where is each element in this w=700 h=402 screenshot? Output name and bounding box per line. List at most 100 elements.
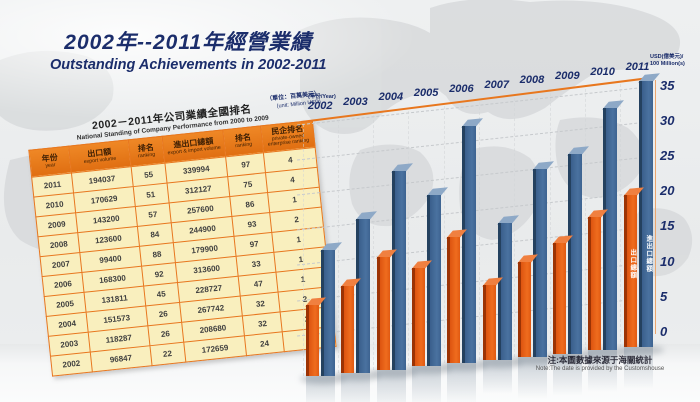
bar-front-face xyxy=(462,126,477,364)
table-cell: 24 xyxy=(244,331,285,356)
performance-table: 年份 year 出口額 export volume 排名 ranking 進出口總額 expo… xyxy=(28,120,336,377)
bar-total-2009 xyxy=(567,146,590,354)
bar-front-face xyxy=(447,236,461,364)
performance-table-body: 年份 year 出口額 export volume 排名 ranking 進出口總額 expo… xyxy=(28,120,336,376)
bar-reflection xyxy=(376,369,406,402)
bar-group-shadow xyxy=(300,374,346,384)
bar-total-2011 xyxy=(637,72,660,348)
bar-front-face xyxy=(497,223,512,360)
year-label: 2006 xyxy=(449,82,474,95)
bar-front-face xyxy=(623,195,637,348)
bar-export-2002 xyxy=(305,297,326,376)
source-note-zh: 注:本圖數據來源于海關統計 xyxy=(547,355,653,365)
value-axis-unit-line2: 100 Million(s) xyxy=(650,60,685,67)
value-tick-label: 15 xyxy=(660,218,675,234)
bar-group-shadow xyxy=(582,348,629,359)
chart-vertical-gridline xyxy=(408,110,410,367)
bar-export-2005 xyxy=(410,259,432,367)
bar-export-2011 xyxy=(622,187,644,348)
value-tick-label: 10 xyxy=(660,253,675,269)
bar-front-face xyxy=(391,170,406,370)
bar-export-2006 xyxy=(446,228,468,364)
bar-reflection xyxy=(553,353,583,396)
value-tick-label: 30 xyxy=(660,112,675,128)
bar-reflection xyxy=(588,350,618,393)
year-label: 2005 xyxy=(413,87,439,100)
bar-total-2006 xyxy=(461,118,484,364)
chart-vertical-gridline xyxy=(584,88,586,351)
page-title-en: Outstanding Achievements in 2002-2011 xyxy=(50,57,327,73)
table-header-cell: 年份 year xyxy=(28,145,72,177)
bar-export-2007 xyxy=(481,277,503,360)
year-label: 2009 xyxy=(555,69,580,82)
page-title: 2002年--2011年經營業績 Outstanding Achievement… xyxy=(50,26,326,73)
chart-vertical-gridline xyxy=(443,106,445,364)
chart-vertical-gridline xyxy=(373,115,375,370)
table-cell: 22 xyxy=(149,341,186,366)
bar-reflection xyxy=(623,347,653,390)
bar-front-face xyxy=(411,267,425,367)
bar-export-2004 xyxy=(375,249,397,370)
bar-total-2008 xyxy=(531,161,554,357)
year-label: 2002 xyxy=(308,100,333,112)
total-series-label: 進出口總額 xyxy=(644,235,652,273)
value-tick-label: 5 xyxy=(660,288,668,304)
bar-group-shadow xyxy=(405,364,452,375)
bar-total-2004 xyxy=(390,162,413,370)
value-tick-label: 20 xyxy=(660,183,675,199)
bar-front-face xyxy=(321,249,335,376)
bar-total-2003 xyxy=(355,211,378,373)
bar-reflection xyxy=(517,356,547,399)
bar-group-shadow xyxy=(476,358,523,368)
bar-reflection xyxy=(482,360,512,395)
bar-reflection xyxy=(306,376,335,402)
source-note-en: Note:The date is provided by the Customs… xyxy=(535,366,665,373)
export-series-label: 出口總額 xyxy=(628,249,636,280)
bar-front-face xyxy=(482,284,496,360)
bar-front-face xyxy=(568,154,583,354)
value-tick-label: 25 xyxy=(660,148,675,163)
chart-vertical-gridline xyxy=(620,84,622,348)
value-axis-unit-line1: USD(億美元)/ xyxy=(650,54,684,60)
source-note: 注:本圖數據來源于海關統計 Note:The date is provided … xyxy=(500,355,700,374)
bar-total-2007 xyxy=(496,215,519,360)
year-label: 2011 xyxy=(625,61,650,74)
bar-export-2008 xyxy=(516,254,538,357)
bar-group-shadow xyxy=(547,351,594,362)
chart-vertical-gridline xyxy=(479,102,480,360)
year-axis-caption: (年份/Year) xyxy=(308,94,336,100)
chart-vertical-gridline xyxy=(549,93,551,354)
year-label: 2007 xyxy=(484,78,509,91)
bar-group-shadow xyxy=(511,354,558,365)
bar-export-2003 xyxy=(340,278,362,373)
bar-front-face xyxy=(638,80,653,348)
bar-front-face xyxy=(517,261,531,357)
value-axis-line xyxy=(655,80,656,334)
year-label: 2010 xyxy=(590,65,615,78)
table-cell: 2002 xyxy=(50,351,93,376)
bar-group-shadow xyxy=(335,370,382,381)
bar-front-face xyxy=(356,218,371,373)
value-axis-unit-label: USD(億美元)/100 Million(s) xyxy=(650,54,685,67)
bar-total-2005 xyxy=(425,187,448,367)
bar-reflection xyxy=(447,363,477,402)
bar-front-face xyxy=(603,107,618,351)
bar-group-shadow xyxy=(441,361,488,372)
page-title-zh: 2002年--2011年經營業績 xyxy=(64,31,313,54)
bar-front-face xyxy=(341,285,355,373)
bar-total-2002 xyxy=(320,241,342,376)
bar-export-2010 xyxy=(587,209,609,351)
bar-front-face xyxy=(532,169,547,357)
bar-reflection xyxy=(411,366,441,402)
chart-vertical-gridline xyxy=(514,97,516,357)
bar-total-2010 xyxy=(602,99,625,351)
bar-front-face xyxy=(588,217,602,351)
bar-group-shadow xyxy=(617,345,664,356)
year-label: 2008 xyxy=(519,74,545,87)
bar-front-face xyxy=(553,243,567,354)
bar-export-2009 xyxy=(552,235,574,354)
value-tick-label: 0 xyxy=(660,324,668,339)
bar-reflection xyxy=(341,372,371,402)
bar-group-shadow xyxy=(370,367,417,378)
